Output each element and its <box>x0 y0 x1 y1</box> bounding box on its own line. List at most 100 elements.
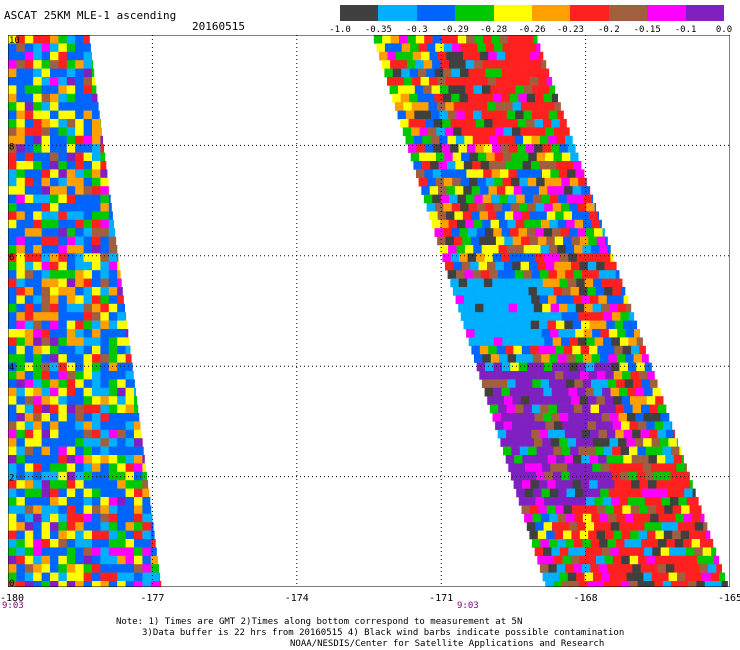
data-cell <box>108 186 110 195</box>
data-cell <box>661 497 671 506</box>
data-cell <box>142 547 152 557</box>
data-cell <box>58 312 68 321</box>
data-cell <box>92 530 101 540</box>
data-cell <box>707 564 717 573</box>
data-cell <box>626 413 636 422</box>
data-cell <box>8 329 17 338</box>
data-cell <box>576 413 586 422</box>
data-cell <box>463 320 473 330</box>
data-cell <box>24 203 34 212</box>
data-cell <box>150 513 153 523</box>
data-cell <box>484 253 494 263</box>
data-cell <box>92 102 99 111</box>
data-cell <box>117 530 126 540</box>
data-cell <box>41 127 51 137</box>
data-cell <box>499 194 509 204</box>
data-cell <box>83 102 93 111</box>
data-cell <box>491 194 500 204</box>
data-cell <box>83 362 93 372</box>
data-cell <box>16 194 26 204</box>
data-cell <box>574 245 583 254</box>
data-cell <box>41 110 51 120</box>
data-cell <box>532 219 542 229</box>
data-cell <box>576 572 585 582</box>
data-cell <box>8 371 17 380</box>
data-cell <box>8 513 17 523</box>
data-cell <box>100 564 110 573</box>
data-cell <box>663 530 673 540</box>
data-cell <box>83 513 93 523</box>
data-cell <box>647 505 657 515</box>
data-cell <box>656 455 666 464</box>
data-cell <box>516 169 526 179</box>
data-cell <box>471 186 481 195</box>
data-cell <box>573 270 583 279</box>
data-cell <box>436 102 446 111</box>
data-cell <box>108 253 118 263</box>
data-cell <box>50 77 59 86</box>
data-cell <box>58 228 68 237</box>
data-cell <box>16 488 26 498</box>
data-cell <box>562 421 571 431</box>
data-cell <box>598 455 607 464</box>
data-cell <box>50 488 59 498</box>
data-cell <box>513 77 522 86</box>
data-cell <box>700 513 705 523</box>
data-cell <box>92 60 94 69</box>
data-cell <box>497 135 507 145</box>
data-cell <box>495 102 505 111</box>
data-cell <box>125 572 135 582</box>
data-cell <box>92 135 101 145</box>
data-cell <box>83 194 93 204</box>
data-cell <box>41 236 51 246</box>
data-cell <box>108 572 118 582</box>
data-cell <box>470 236 480 246</box>
data-cell <box>530 186 540 195</box>
data-cell <box>570 312 579 321</box>
data-cell <box>485 43 495 53</box>
data-cell <box>75 320 84 330</box>
data-cell <box>16 177 26 187</box>
data-cell <box>427 177 436 187</box>
data-cell <box>100 194 110 204</box>
data-cell <box>537 421 546 431</box>
data-cell <box>583 488 593 498</box>
data-cell <box>654 581 664 590</box>
data-cell <box>16 438 26 447</box>
data-cell <box>649 379 658 389</box>
data-cell <box>548 270 558 279</box>
data-cell <box>559 303 568 313</box>
data-cell <box>50 345 59 355</box>
data-cell <box>529 530 539 540</box>
data-cell <box>603 337 612 347</box>
data-cell <box>598 429 608 439</box>
data-cell <box>591 219 601 229</box>
data-cell <box>566 513 575 523</box>
data-cell <box>450 253 460 263</box>
data-cell <box>595 312 604 321</box>
grid-lines <box>8 35 730 587</box>
data-cell <box>535 68 545 78</box>
data-cell <box>83 228 93 237</box>
data-cell <box>608 488 618 498</box>
data-cell <box>456 270 465 279</box>
data-cell <box>125 581 135 590</box>
data-cell <box>108 270 118 279</box>
data-cell <box>519 312 529 321</box>
data-cell <box>66 295 76 305</box>
data-cell <box>573 429 582 439</box>
data-cell <box>587 581 596 590</box>
data-cell <box>66 135 76 145</box>
data-cell <box>50 194 59 204</box>
data-cell <box>495 127 504 137</box>
data-cell <box>661 522 670 531</box>
data-cell <box>602 387 611 397</box>
data-cell <box>674 429 676 439</box>
data-cell <box>24 497 34 506</box>
data-cell <box>83 211 93 221</box>
data-cell <box>501 362 511 372</box>
data-cell <box>33 337 42 347</box>
data-cell <box>591 354 601 363</box>
data-cell <box>650 513 659 523</box>
data-cell <box>571 396 580 405</box>
